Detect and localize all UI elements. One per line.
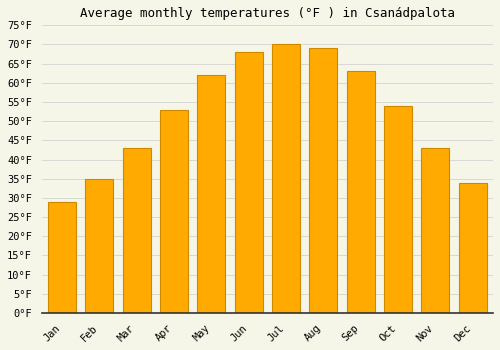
Bar — [458, 183, 486, 313]
Bar — [234, 52, 262, 313]
Bar — [421, 148, 449, 313]
Bar — [160, 110, 188, 313]
Bar — [384, 106, 412, 313]
Bar — [48, 202, 76, 313]
Bar — [86, 179, 114, 313]
Bar — [198, 75, 226, 313]
Bar — [123, 148, 151, 313]
Bar — [310, 48, 338, 313]
Title: Average monthly temperatures (°F ) in Csanádpalota: Average monthly temperatures (°F ) in Cs… — [80, 7, 455, 20]
Bar — [346, 71, 374, 313]
Bar — [272, 44, 300, 313]
